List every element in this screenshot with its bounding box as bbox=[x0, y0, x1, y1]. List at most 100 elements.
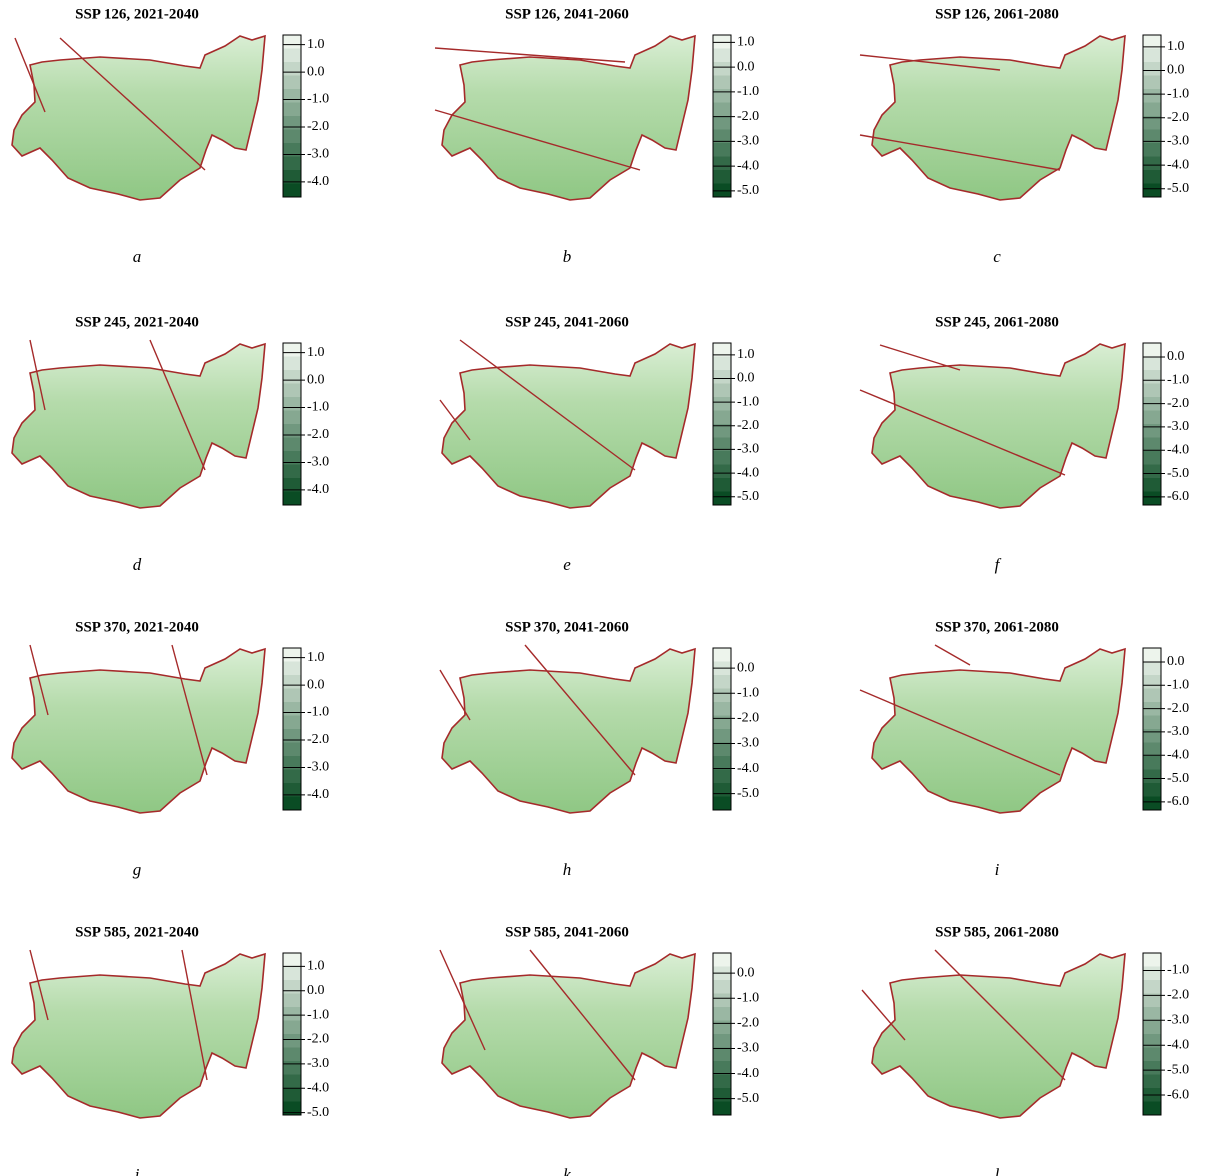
panel-title: SSP 370, 2021-2040 bbox=[75, 619, 199, 635]
colorbar-tick-label: -2.0 bbox=[1167, 988, 1189, 1003]
colorbar-tick-label: -4.0 bbox=[307, 482, 329, 497]
colorbar-band bbox=[1143, 980, 1161, 994]
panel-label: d bbox=[133, 555, 142, 574]
panel-label: k bbox=[563, 1165, 571, 1176]
colorbar-band bbox=[283, 716, 301, 730]
colorbar-tick-label: -3.0 bbox=[737, 442, 759, 457]
panel-label: e bbox=[563, 555, 571, 574]
colorbar-tick-label: -5.0 bbox=[737, 1091, 759, 1106]
panel-label: l bbox=[995, 1165, 1000, 1176]
colorbar-band bbox=[713, 756, 731, 770]
colorbar-band bbox=[1143, 797, 1161, 811]
panel: SSP 126, 2041-2060b1.00.0-1.0-2.0-3.0-4.… bbox=[442, 6, 759, 265]
colorbar-band bbox=[713, 397, 731, 411]
colorbar-band bbox=[713, 451, 731, 465]
colorbar-tick-label: 0.0 bbox=[737, 59, 755, 74]
colorbar-band bbox=[713, 384, 731, 398]
colorbar-tick-label: 0.0 bbox=[737, 965, 755, 980]
colorbar-band bbox=[1143, 689, 1161, 703]
panel-title: SSP 245, 2041-2060 bbox=[505, 314, 629, 330]
colorbar-band bbox=[713, 743, 731, 757]
colorbar-band bbox=[283, 689, 301, 703]
colorbar-band bbox=[283, 675, 301, 689]
colorbar-tick-label: -4.0 bbox=[737, 465, 759, 480]
colorbar-band bbox=[1143, 756, 1161, 770]
panel-label: b bbox=[563, 247, 572, 266]
panel: SSP 370, 2021-2040g1.00.0-1.0-2.0-3.0-4.… bbox=[12, 619, 329, 878]
colorbar-band bbox=[713, 76, 731, 90]
colorbar-tick-label: 1.0 bbox=[1167, 39, 1185, 54]
colorbar-tick-label: -6.0 bbox=[1167, 489, 1189, 504]
region-map bbox=[442, 954, 695, 1118]
colorbar-band bbox=[713, 1007, 731, 1021]
panel: SSP 245, 2061-2080f0.0-1.0-2.0-3.0-4.0-5… bbox=[872, 314, 1189, 573]
colorbar-band bbox=[1143, 103, 1161, 117]
colorbar-band bbox=[1143, 170, 1161, 184]
colorbar-tick-label: -1.0 bbox=[1167, 373, 1189, 388]
panel-label: f bbox=[995, 555, 1002, 574]
colorbar-band bbox=[283, 648, 301, 662]
colorbar-band bbox=[1143, 770, 1161, 784]
colorbar-band bbox=[713, 1034, 731, 1048]
colorbar-band bbox=[713, 89, 731, 103]
colorbar-band bbox=[283, 1075, 301, 1089]
colorbar-band bbox=[283, 62, 301, 76]
colorbar-band bbox=[1143, 343, 1161, 357]
colorbar-band bbox=[1143, 1075, 1161, 1089]
colorbar-tick-label: 0.0 bbox=[307, 64, 325, 79]
colorbar-tick-label: 0.0 bbox=[307, 983, 325, 998]
colorbar-tick-label: -5.0 bbox=[737, 786, 759, 801]
panel: SSP 370, 2061-2080i0.0-1.0-2.0-3.0-4.0-5… bbox=[872, 619, 1189, 878]
colorbar-tick-label: -3.0 bbox=[737, 134, 759, 149]
colorbar-tick-label: -3.0 bbox=[307, 147, 329, 162]
colorbar-tick-label: -1.0 bbox=[737, 394, 759, 409]
panel-title: SSP 126, 2041-2060 bbox=[505, 6, 629, 22]
colorbar-tick-label: -5.0 bbox=[1167, 181, 1189, 196]
colorbar-tick-label: 0.0 bbox=[1167, 654, 1185, 669]
colorbar-tick-label: -4.0 bbox=[737, 158, 759, 173]
colorbar-band bbox=[713, 1021, 731, 1035]
colorbar-tick-label: -3.0 bbox=[1167, 419, 1189, 434]
colorbar-band bbox=[283, 424, 301, 438]
colorbar-band bbox=[713, 729, 731, 743]
colorbar-tick-label: -5.0 bbox=[1167, 466, 1189, 481]
panel: SSP 126, 2061-2080c1.00.0-1.0-2.0-3.0-4.… bbox=[872, 6, 1189, 265]
colorbar-band bbox=[283, 743, 301, 757]
colorbar-tick-label: -3.0 bbox=[307, 760, 329, 775]
panel-label: j bbox=[133, 1165, 140, 1176]
colorbar-band bbox=[1143, 411, 1161, 425]
colorbar-band bbox=[1143, 184, 1161, 198]
panel-title: SSP 370, 2041-2060 bbox=[505, 619, 629, 635]
panel-title: SSP 370, 2061-2080 bbox=[935, 619, 1059, 635]
colorbar-band bbox=[1143, 743, 1161, 757]
colorbar-tick-label: -2.0 bbox=[1167, 701, 1189, 716]
colorbar-band bbox=[713, 465, 731, 479]
colorbar-tick-label: -3.0 bbox=[1167, 134, 1189, 149]
colorbar-band bbox=[713, 994, 731, 1008]
colorbar-tick-label: -3.0 bbox=[307, 455, 329, 470]
colorbar-tick-label: -6.0 bbox=[1167, 794, 1189, 809]
colorbar-tick-label: -4.0 bbox=[1167, 1037, 1189, 1052]
colorbar-tick-label: -2.0 bbox=[307, 427, 329, 442]
colorbar-tick-label: -3.0 bbox=[737, 736, 759, 751]
panel: SSP 585, 2061-2080l-1.0-2.0-3.0-4.0-5.0-… bbox=[872, 924, 1189, 1176]
colorbar-tick-label: -2.0 bbox=[737, 418, 759, 433]
panel: SSP 585, 2021-2040j1.00.0-1.0-2.0-3.0-4.… bbox=[12, 924, 329, 1176]
region-map bbox=[872, 954, 1125, 1118]
colorbar-tick-label: -5.0 bbox=[1167, 771, 1189, 786]
colorbar-band bbox=[283, 397, 301, 411]
colorbar-tick-label: -3.0 bbox=[1167, 724, 1189, 739]
colorbar-band bbox=[283, 438, 301, 452]
colorbar-band bbox=[713, 675, 731, 689]
colorbar-band bbox=[713, 1088, 731, 1102]
colorbar-band bbox=[713, 770, 731, 784]
colorbar-band bbox=[1143, 1102, 1161, 1116]
colorbar-tick-label: -1.0 bbox=[307, 705, 329, 720]
colorbar-band bbox=[713, 157, 731, 171]
colorbar-tick-label: -2.0 bbox=[1167, 396, 1189, 411]
colorbar-band bbox=[713, 116, 731, 130]
colorbar-band bbox=[713, 103, 731, 117]
colorbar-tick-label: 0.0 bbox=[1167, 63, 1185, 78]
panel-label: a bbox=[133, 247, 142, 266]
colorbar-band bbox=[713, 411, 731, 425]
